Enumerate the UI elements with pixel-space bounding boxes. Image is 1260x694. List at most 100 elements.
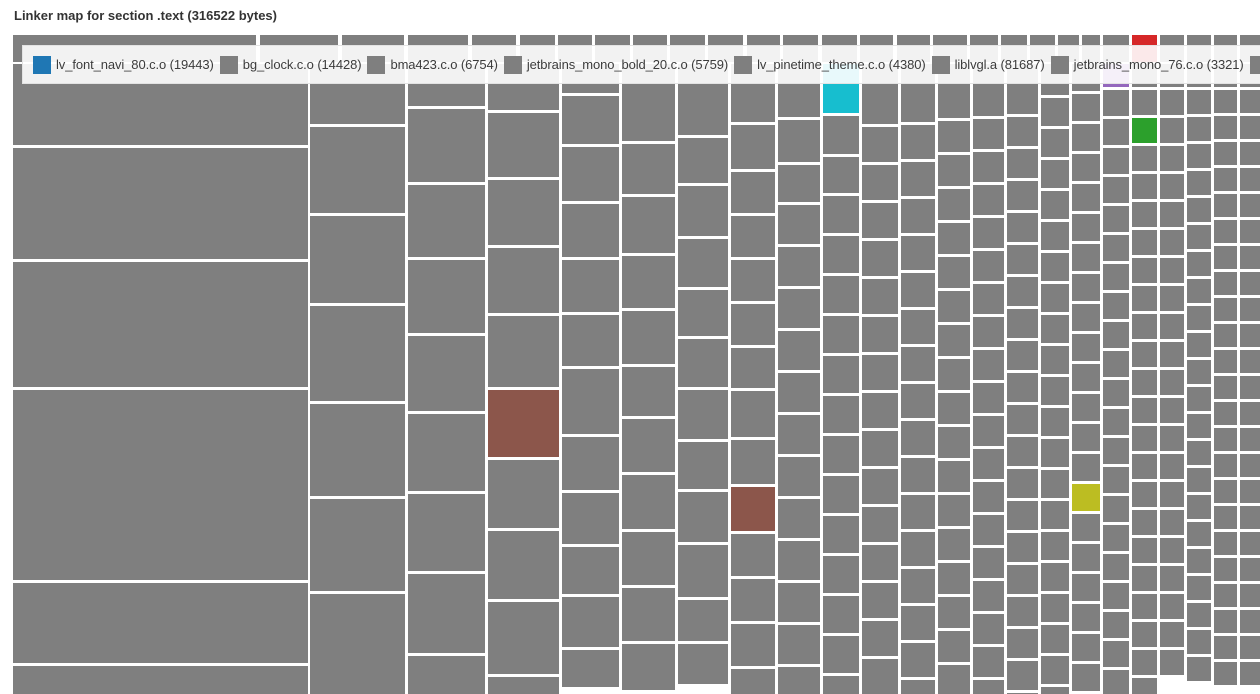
treemap-cell[interactable] <box>1240 584 1260 607</box>
treemap-cell[interactable] <box>1132 258 1157 283</box>
treemap-cell[interactable] <box>1240 662 1260 685</box>
treemap-cell[interactable] <box>678 239 728 287</box>
treemap-cell[interactable] <box>1072 484 1100 511</box>
treemap-cell[interactable] <box>1240 610 1260 633</box>
treemap-cell[interactable] <box>1240 90 1260 113</box>
treemap-cell[interactable] <box>1187 360 1211 384</box>
treemap-cell[interactable] <box>823 157 859 193</box>
treemap-cell[interactable] <box>973 185 1004 215</box>
treemap-cell[interactable] <box>973 350 1004 380</box>
treemap-cell[interactable] <box>1132 314 1157 339</box>
treemap-cell[interactable] <box>778 247 820 286</box>
treemap-cell[interactable] <box>310 127 405 213</box>
treemap-cell[interactable] <box>973 317 1004 347</box>
treemap-cell[interactable] <box>778 331 820 370</box>
treemap-cell[interactable] <box>1214 532 1237 555</box>
treemap-cell[interactable] <box>862 659 898 694</box>
treemap-cell[interactable] <box>731 260 775 301</box>
treemap-cell[interactable] <box>562 597 619 647</box>
treemap-cell[interactable] <box>1072 184 1100 211</box>
treemap-cell[interactable] <box>823 356 859 393</box>
treemap-cell[interactable] <box>1160 594 1184 619</box>
treemap-cell[interactable] <box>1160 622 1184 647</box>
treemap-cell[interactable] <box>1103 351 1129 377</box>
treemap-cell[interactable] <box>901 347 935 381</box>
treemap-cell[interactable] <box>901 273 935 307</box>
treemap-cell[interactable] <box>1187 306 1211 330</box>
treemap-cell[interactable] <box>973 119 1004 149</box>
treemap-cell[interactable] <box>1072 454 1100 481</box>
treemap-cell[interactable] <box>778 165 820 202</box>
treemap-cell[interactable] <box>488 113 559 177</box>
treemap-cell[interactable] <box>1214 480 1237 503</box>
treemap-cell[interactable] <box>1041 160 1069 188</box>
treemap-cell[interactable] <box>408 574 485 653</box>
treemap-cell[interactable] <box>1160 510 1184 535</box>
treemap-cell[interactable] <box>1103 438 1129 464</box>
treemap-cell[interactable] <box>901 495 935 529</box>
treemap-cell[interactable] <box>1103 177 1129 203</box>
treemap-cell[interactable] <box>1187 333 1211 357</box>
treemap-cell[interactable] <box>901 643 935 677</box>
treemap-cell[interactable] <box>1103 206 1129 232</box>
treemap-cell[interactable] <box>938 155 970 186</box>
treemap-cell[interactable] <box>1041 470 1069 498</box>
treemap-cell[interactable] <box>678 390 728 439</box>
treemap-cell[interactable] <box>1007 309 1038 338</box>
treemap-cell[interactable] <box>1041 222 1069 250</box>
treemap-cell[interactable] <box>1132 650 1157 675</box>
treemap-cell[interactable] <box>622 644 675 690</box>
treemap-cell[interactable] <box>1072 154 1100 181</box>
treemap-cell[interactable] <box>1103 293 1129 319</box>
treemap-cell[interactable] <box>1132 678 1157 694</box>
treemap-cell[interactable] <box>678 138 728 183</box>
treemap-cell[interactable] <box>1041 129 1069 157</box>
treemap-cell[interactable] <box>1072 634 1100 661</box>
treemap-cell[interactable] <box>938 325 970 356</box>
treemap-cell[interactable] <box>678 186 728 236</box>
treemap-cell[interactable] <box>1072 274 1100 301</box>
treemap-cell[interactable] <box>1240 324 1260 347</box>
treemap-cell[interactable] <box>562 547 619 594</box>
treemap-cell[interactable] <box>488 180 559 245</box>
treemap-cell[interactable] <box>778 415 820 454</box>
treemap-cell[interactable] <box>1160 90 1184 115</box>
treemap-cell[interactable] <box>938 597 970 628</box>
treemap-cell[interactable] <box>13 666 308 694</box>
treemap-cell[interactable] <box>408 494 485 571</box>
treemap-cell[interactable] <box>678 644 728 684</box>
treemap-cell[interactable] <box>1214 272 1237 295</box>
treemap-cell[interactable] <box>862 393 898 428</box>
treemap-cell[interactable] <box>1072 304 1100 331</box>
treemap-cell[interactable] <box>731 348 775 388</box>
treemap-cell[interactable] <box>938 223 970 254</box>
treemap-cell[interactable] <box>1160 370 1184 395</box>
treemap-cell[interactable] <box>1240 376 1260 399</box>
treemap-cell[interactable] <box>1187 657 1211 681</box>
treemap-cell[interactable] <box>1214 220 1237 243</box>
treemap-cell[interactable] <box>901 125 935 159</box>
treemap-cell[interactable] <box>1187 117 1211 141</box>
treemap-cell[interactable] <box>1240 506 1260 529</box>
treemap-cell[interactable] <box>901 680 935 694</box>
treemap-cell[interactable] <box>1214 610 1237 633</box>
treemap-cell[interactable] <box>13 390 308 580</box>
treemap-cell[interactable] <box>678 339 728 387</box>
treemap-cell[interactable] <box>678 442 728 489</box>
treemap-cell[interactable] <box>1041 656 1069 684</box>
treemap-cell[interactable] <box>938 495 970 526</box>
treemap-cell[interactable] <box>1132 174 1157 199</box>
treemap-cell[interactable] <box>1240 454 1260 477</box>
treemap-cell[interactable] <box>1187 441 1211 465</box>
treemap-cell[interactable] <box>1041 346 1069 374</box>
treemap-cell[interactable] <box>1132 202 1157 227</box>
treemap-cell[interactable] <box>1240 402 1260 425</box>
treemap-cell[interactable] <box>1007 149 1038 178</box>
treemap-cell[interactable] <box>622 419 675 472</box>
treemap-cell[interactable] <box>823 476 859 513</box>
treemap-cell[interactable] <box>562 650 619 687</box>
treemap-cell[interactable] <box>1132 510 1157 535</box>
treemap-cell[interactable] <box>622 532 675 585</box>
treemap-cell[interactable] <box>778 667 820 694</box>
treemap-cell[interactable] <box>1187 198 1211 222</box>
